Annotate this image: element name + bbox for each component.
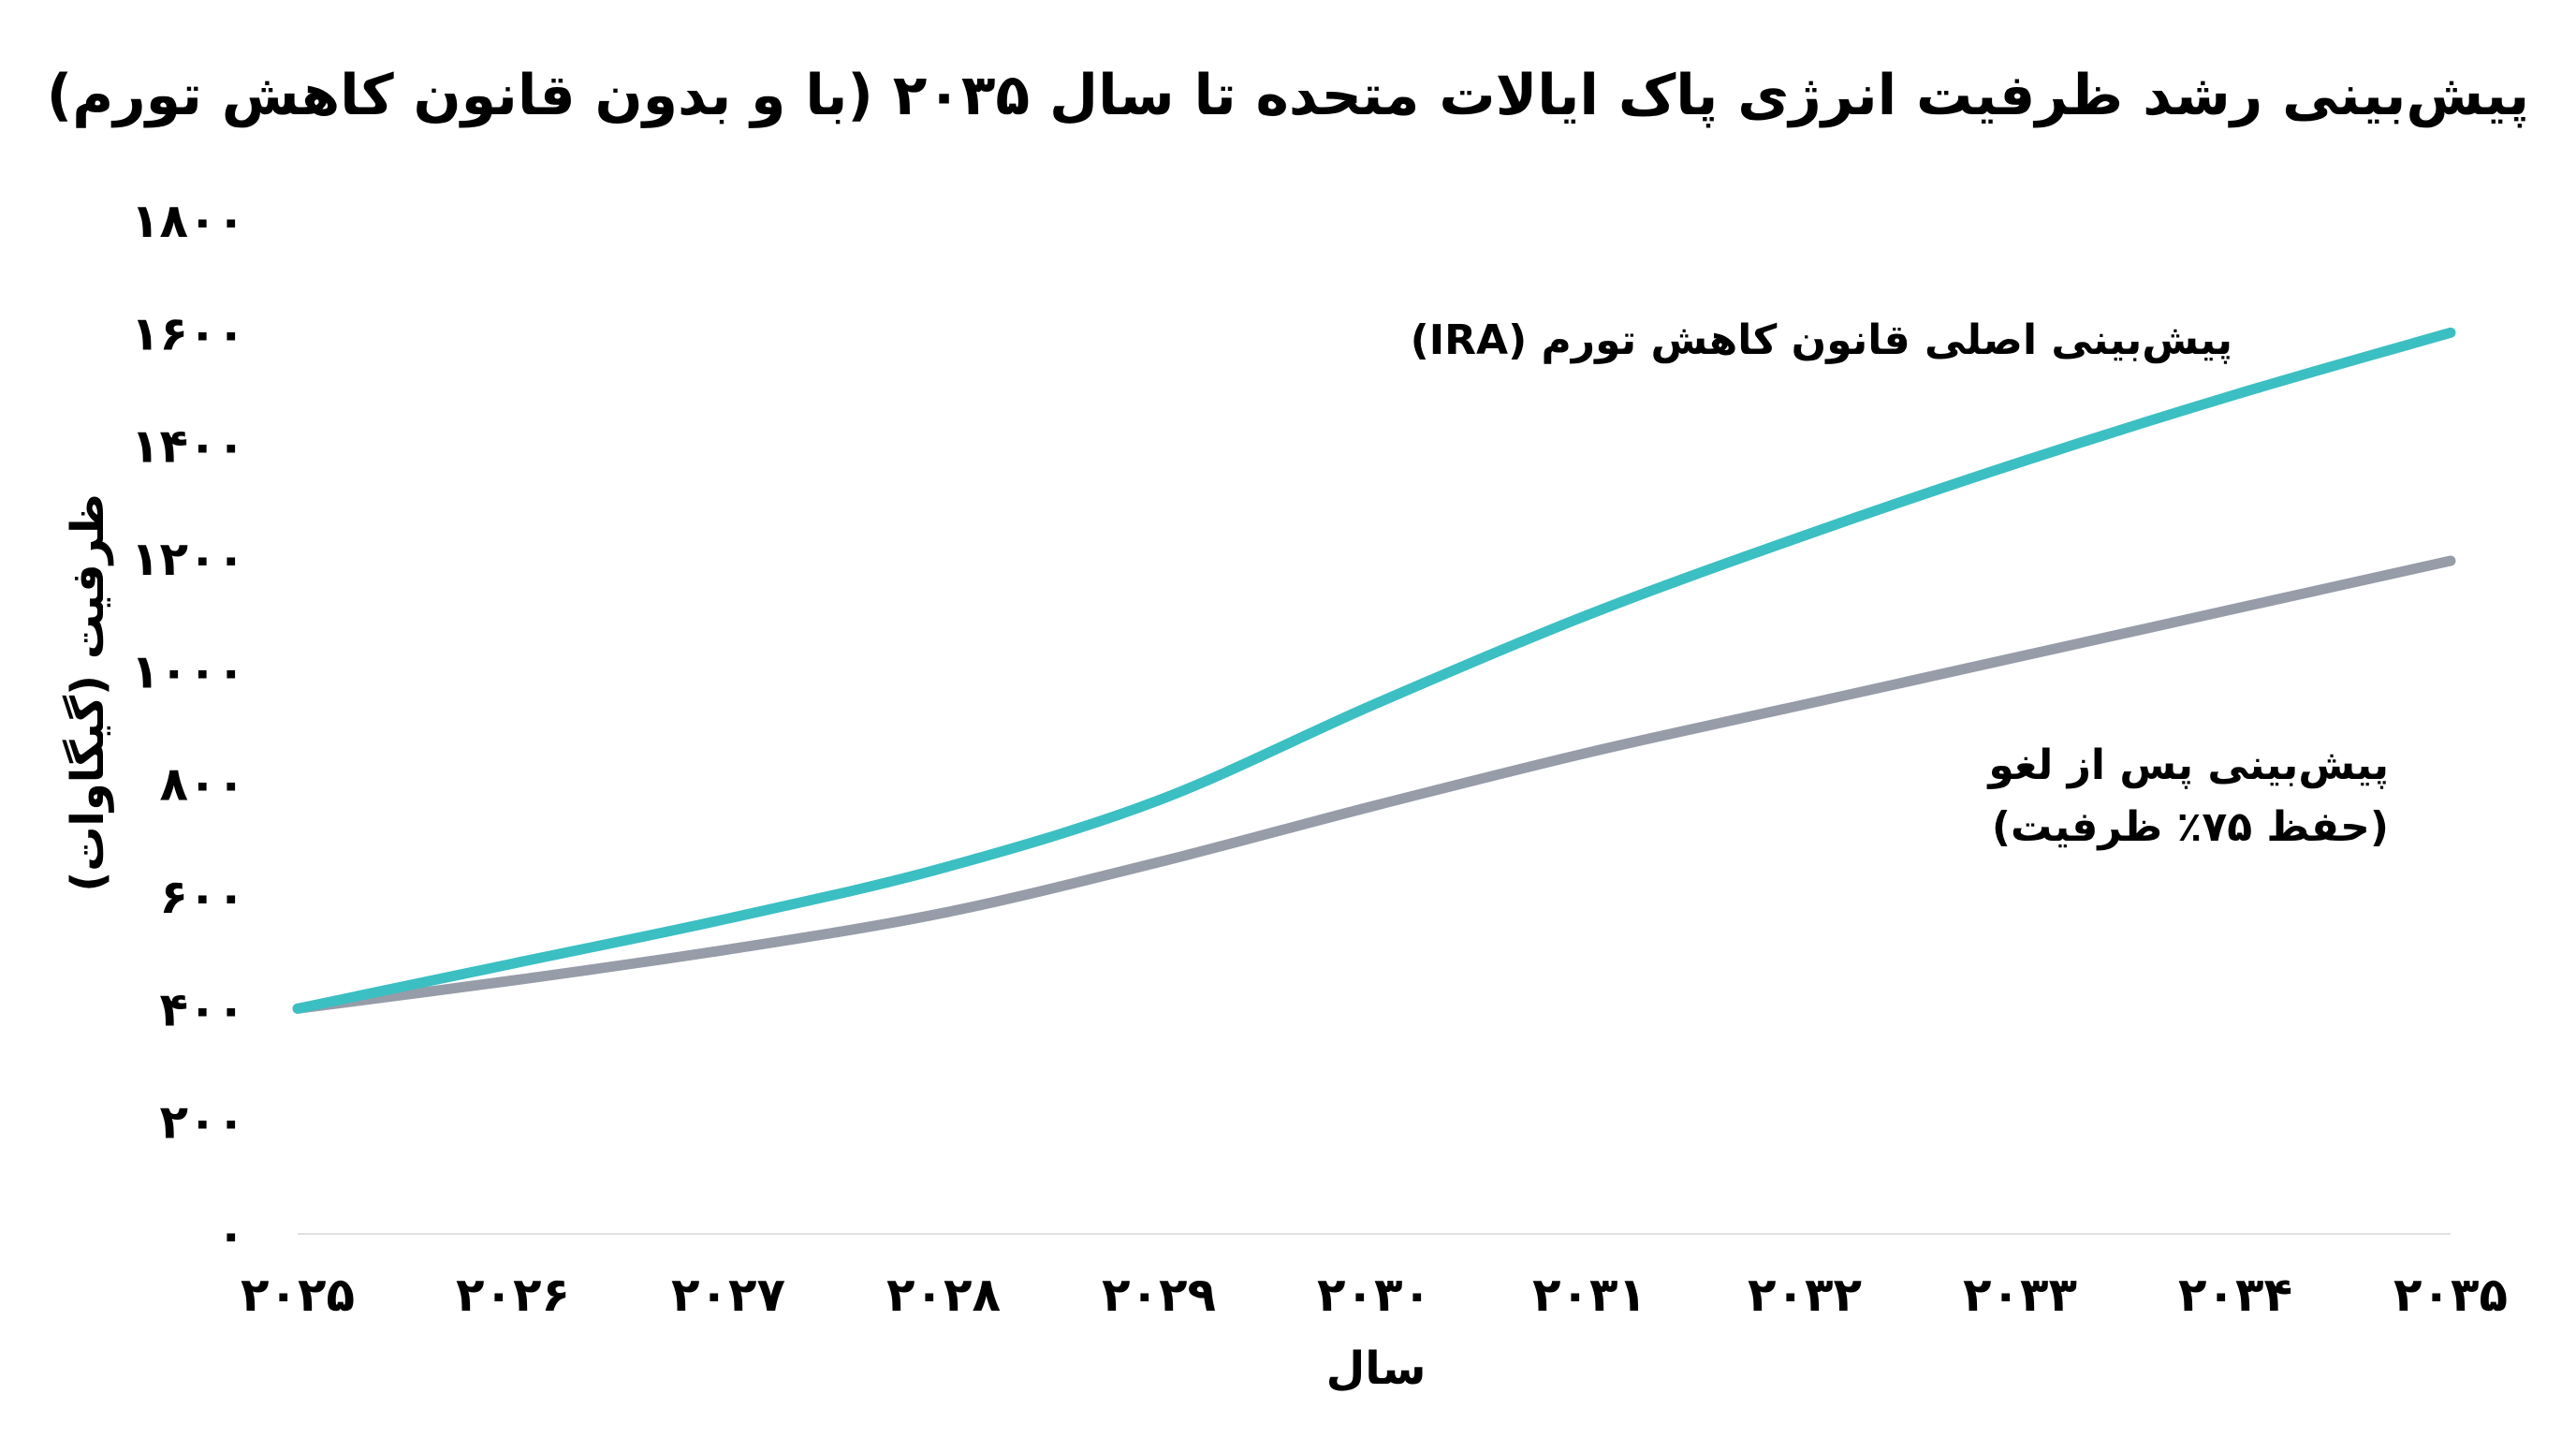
series-repeal-label: پیش‌بینی پس از لغو bbox=[1986, 741, 2389, 789]
x-tick-label: ۲۰۳۴ bbox=[2178, 1268, 2292, 1322]
x-tick-labels: ۲۰۲۵ ۲۰۲۶ ۲۰۲۷ ۲۰۲۸ ۲۰۲۹ ۲۰۳۰ ۲۰۳۱ ۲۰۳۲ ۲۰۳۳ ۲۰۳۴… bbox=[241, 1268, 2508, 1322]
x-tick-label: ۲۰۲۵ bbox=[241, 1268, 355, 1322]
x-tick-label: ۲۰۲۹ bbox=[1102, 1268, 1216, 1322]
x-tick-label: ۲۰۲۶ bbox=[456, 1268, 570, 1322]
y-axis-label: ظرفیت (گیگاوات) bbox=[62, 493, 114, 891]
x-tick-label: ۲۰۳۲ bbox=[1748, 1268, 1862, 1322]
y-tick-label: ۴۰۰ bbox=[159, 982, 245, 1036]
chart-title: پیش‌بینی رشد ظرفیت انرژی پاک ایالات متحد… bbox=[47, 63, 2529, 128]
x-tick-label: ۲۰۳۰ bbox=[1317, 1268, 1431, 1322]
series-ira-line bbox=[292, 327, 2456, 1014]
x-tick-label: ۲۰۳۳ bbox=[1963, 1268, 2077, 1322]
series-ira-label: پیش‌بینی اصلی قانون کاهش تورم (IRA) bbox=[1411, 316, 2232, 364]
y-tick-label: ۱۰۰۰ bbox=[131, 644, 245, 698]
y-tick-label: ۰ bbox=[216, 1208, 245, 1262]
y-tick-labels: ۰ ۲۰۰ ۴۰۰ ۶۰۰ ۸۰۰ ۱۰۰۰ ۱۲۰۰ ۱۴۰۰ ۱۶۰۰ ۱۸۰۰ bbox=[131, 194, 245, 1262]
series-lines bbox=[292, 327, 2456, 1014]
x-axis-label: سال bbox=[1326, 1343, 1427, 1395]
x-tick-label: ۲۰۲۷ bbox=[671, 1268, 785, 1322]
x-tick-label: ۲۰۲۸ bbox=[886, 1268, 1001, 1322]
y-tick-label: ۲۰۰ bbox=[159, 1095, 245, 1150]
series-repeal-label: (حفظ ۷۵٪ ظرفیت) bbox=[1992, 803, 2389, 851]
series-repeal-line bbox=[292, 555, 2456, 1014]
y-tick-label: ۶۰۰ bbox=[159, 870, 245, 924]
series-labels: پیش‌بینی اصلی قانون کاهش تورم (IRA) پیش‌ب… bbox=[1411, 316, 2389, 851]
y-tick-label: ۱۸۰۰ bbox=[131, 194, 245, 248]
x-tick-label: ۲۰۳۵ bbox=[2393, 1268, 2508, 1322]
y-tick-label: ۱۲۰۰ bbox=[131, 532, 245, 586]
x-tick-label: ۲۰۳۱ bbox=[1532, 1268, 1647, 1322]
y-tick-label: ۱۴۰۰ bbox=[131, 419, 245, 474]
y-tick-label: ۸۰۰ bbox=[159, 757, 245, 812]
y-tick-label: ۱۶۰۰ bbox=[131, 306, 245, 360]
